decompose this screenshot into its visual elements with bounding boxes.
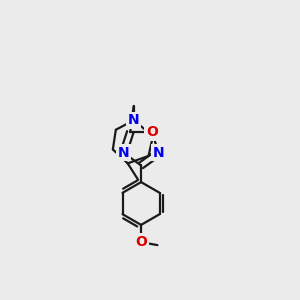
Text: N: N (153, 146, 164, 160)
Text: O: O (135, 235, 147, 249)
Text: O: O (146, 125, 158, 139)
Text: N: N (128, 113, 140, 127)
Text: N: N (118, 146, 129, 160)
